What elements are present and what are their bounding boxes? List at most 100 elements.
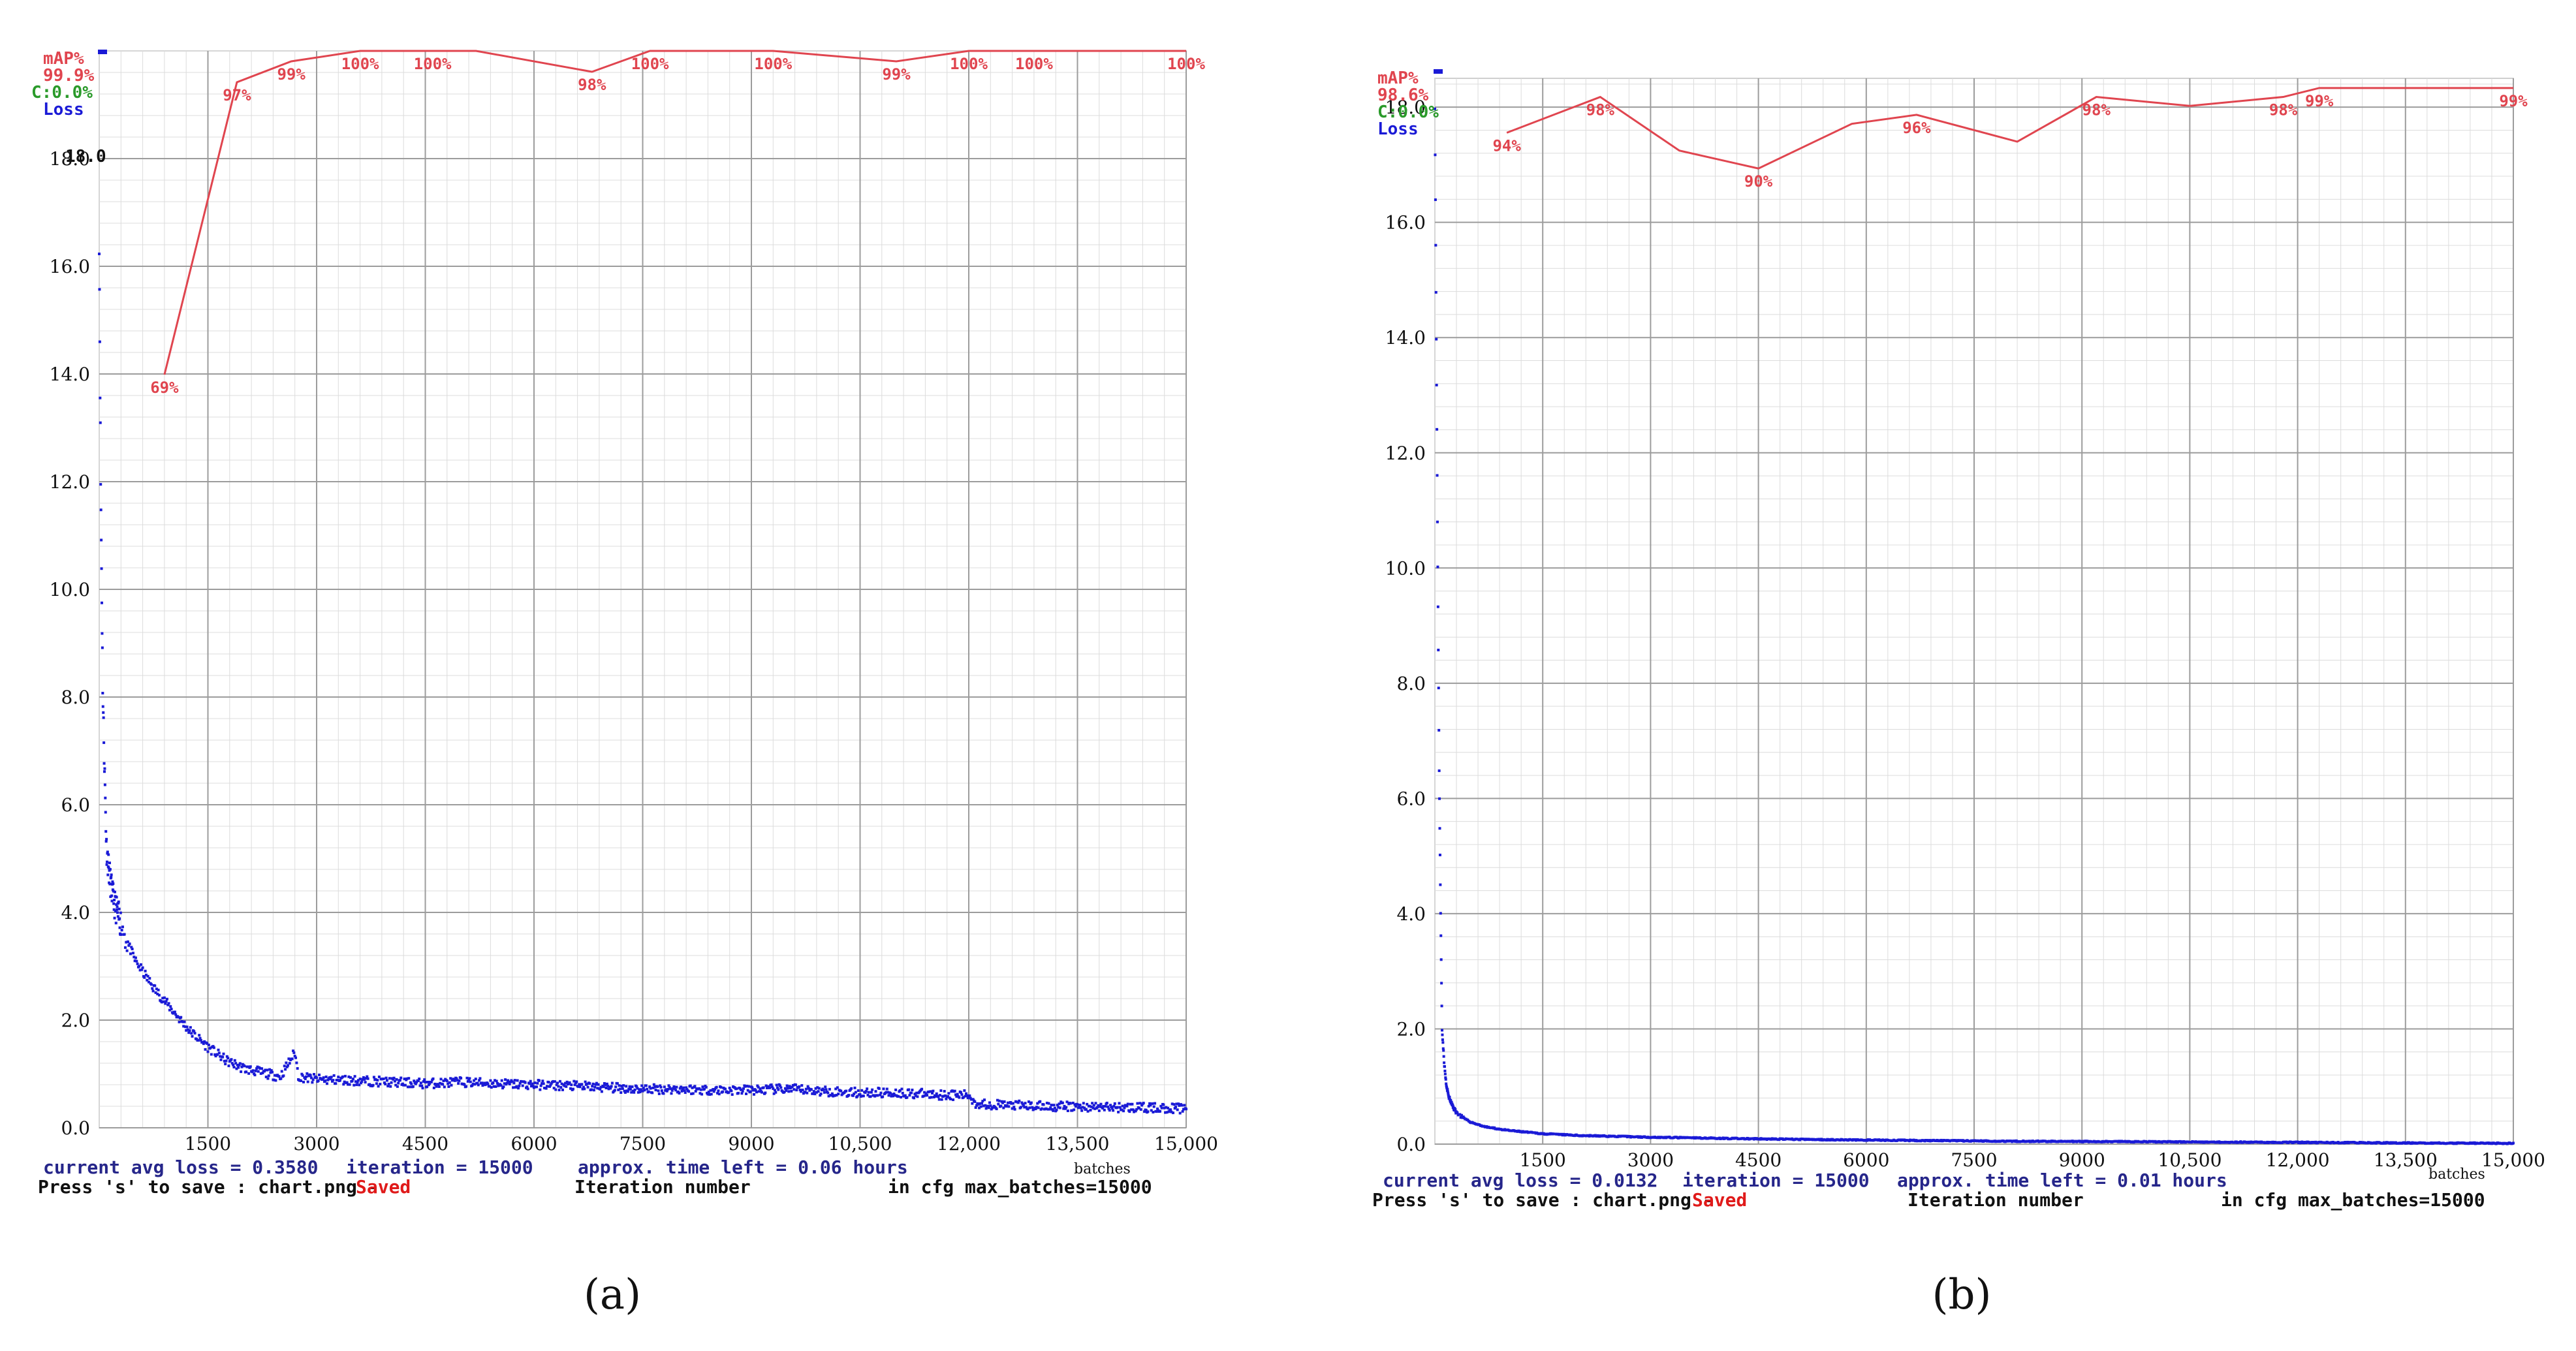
loss-point	[866, 1087, 869, 1091]
loss-point	[449, 1077, 452, 1080]
loss-point	[101, 646, 104, 649]
loss-point	[114, 922, 118, 925]
status-saved: Saved	[1692, 1189, 1747, 1211]
loss-point	[638, 1088, 641, 1091]
loss-point	[530, 1085, 533, 1088]
loss-point	[987, 1106, 990, 1110]
loss-point	[1443, 1061, 1446, 1064]
map-line	[1506, 87, 2513, 170]
loss-point	[625, 1085, 628, 1088]
loss-point	[746, 1089, 749, 1092]
loss-point	[977, 1106, 981, 1110]
loss-point	[1152, 1111, 1155, 1114]
loss-point	[1437, 687, 1440, 690]
loss-point	[105, 863, 108, 866]
loss-point	[785, 1084, 789, 1087]
loss-point	[310, 1076, 313, 1079]
loss-point	[660, 1089, 663, 1093]
loss-point	[772, 1087, 775, 1091]
loss-point	[157, 993, 161, 997]
loss-point	[1445, 1084, 1448, 1087]
loss-point	[1131, 1102, 1134, 1106]
y-tick-label: 8.0	[61, 687, 90, 708]
loss-point	[789, 1087, 792, 1090]
loss-point	[257, 1070, 260, 1073]
loss-point	[824, 1085, 827, 1089]
loss-point	[823, 1091, 826, 1094]
legend-c-value: C:0.0%	[31, 83, 93, 102]
loss-point	[974, 1106, 977, 1109]
loss-point	[1002, 1106, 1005, 1110]
loss-point	[714, 1088, 717, 1091]
loss-point	[486, 1082, 490, 1085]
loss-point	[114, 910, 117, 913]
loss-point	[284, 1068, 287, 1071]
loss-point	[479, 1077, 482, 1080]
loss-point	[565, 1085, 568, 1088]
loss-point	[427, 1083, 430, 1087]
loss-point	[313, 1072, 316, 1076]
loss-point	[785, 1089, 788, 1093]
loss-point	[1155, 1110, 1158, 1113]
loss-point	[806, 1085, 809, 1088]
loss-point	[439, 1081, 442, 1085]
loss-point	[578, 1085, 582, 1089]
loss-point	[304, 1077, 307, 1080]
loss-point	[1034, 1107, 1037, 1110]
loss-point	[777, 1088, 780, 1091]
loss-point	[594, 1083, 597, 1086]
loss-point	[901, 1091, 904, 1095]
x-axis-tick-labels: 1500 3000 4500 6000 7500 9000 10,500 12,000 13,5…	[1520, 1149, 2545, 1171]
loss-point	[181, 1020, 184, 1023]
loss-point	[986, 1104, 990, 1108]
loss-point	[813, 1093, 817, 1096]
loss-point	[168, 1008, 171, 1012]
loss-point	[157, 988, 160, 991]
loss-point	[222, 1052, 225, 1055]
loss-point	[597, 1083, 600, 1086]
loss-point	[154, 991, 157, 994]
loss-point	[502, 1085, 505, 1089]
loss-point	[217, 1051, 221, 1055]
loss-point	[396, 1085, 399, 1088]
loss-point	[887, 1094, 890, 1097]
map-data-label: 100%	[1167, 55, 1205, 73]
loss-point	[892, 1095, 895, 1098]
loss-point	[393, 1079, 396, 1083]
loss-point	[1063, 1107, 1067, 1110]
loss-point	[806, 1091, 809, 1095]
loss-point	[1447, 1093, 1450, 1096]
loss-point	[251, 1069, 255, 1072]
loss-point	[627, 1087, 631, 1091]
loss-point	[354, 1080, 357, 1083]
loss-point	[240, 1070, 243, 1074]
loss-point	[432, 1086, 435, 1089]
loss-point	[674, 1089, 678, 1092]
loss-point	[907, 1088, 911, 1091]
loss-point	[300, 1079, 303, 1082]
loss-point	[633, 1088, 636, 1091]
loss-point	[1454, 1108, 1457, 1111]
loss-point	[979, 1102, 982, 1105]
loss-point	[1438, 827, 1441, 830]
loss-point	[405, 1077, 409, 1080]
loss-point	[547, 1081, 550, 1084]
loss-point	[118, 907, 121, 910]
loss-point	[988, 1101, 991, 1104]
loss-point	[164, 1002, 167, 1005]
loss-point	[125, 949, 129, 952]
loss-point	[700, 1093, 704, 1096]
loss-point	[397, 1081, 400, 1085]
loss-point	[183, 1020, 186, 1023]
loss-point	[662, 1092, 665, 1095]
loss-point	[348, 1083, 351, 1086]
loss-point	[667, 1084, 670, 1087]
loss-point	[1460, 1113, 1463, 1117]
loss-point	[610, 1085, 613, 1088]
loss-point	[616, 1082, 619, 1085]
loss-point	[358, 1078, 362, 1081]
loss-point	[513, 1079, 516, 1082]
loss-point	[1023, 1106, 1026, 1109]
loss-point	[798, 1085, 801, 1089]
loss-point	[1045, 1102, 1048, 1105]
